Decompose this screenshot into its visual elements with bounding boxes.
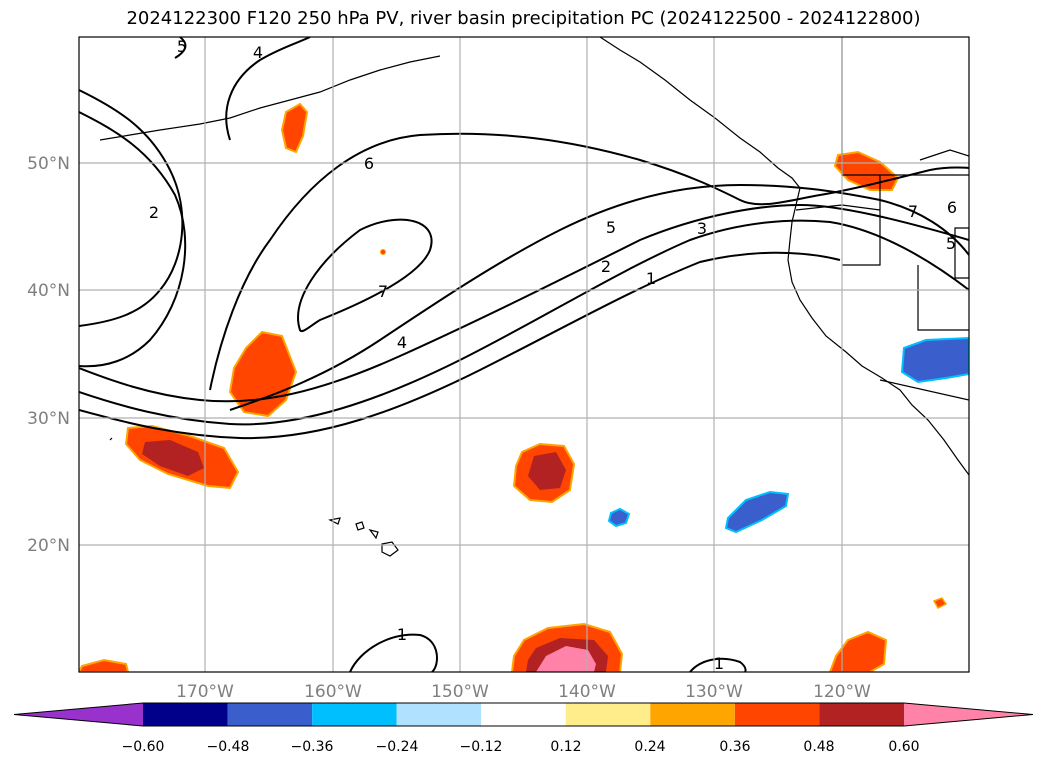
contour-label: 1 bbox=[646, 269, 656, 288]
contour-label: 5 bbox=[946, 234, 956, 253]
map-title: 2024122300 F120 250 hPa PV, river basin … bbox=[126, 8, 921, 29]
lon-label: 130°W bbox=[685, 682, 743, 702]
contour-label: 1 bbox=[714, 654, 724, 673]
colorbar-segment bbox=[312, 703, 397, 726]
contour-label: 4 bbox=[397, 333, 407, 352]
colorbar-tick-label: 0.36 bbox=[719, 739, 750, 755]
contour-label: 2 bbox=[149, 203, 159, 222]
colorbar-segment bbox=[650, 703, 735, 726]
colorbar-segments bbox=[13, 702, 1034, 727]
contour-label: 6 bbox=[947, 198, 957, 217]
colorbar-tick-label: −0.36 bbox=[291, 739, 334, 755]
contour-label: 6 bbox=[364, 154, 374, 173]
colorbar-tick-label: 0.12 bbox=[550, 739, 581, 755]
colorbar-segment bbox=[734, 703, 820, 726]
colorbar-tick-label: −0.48 bbox=[207, 739, 250, 755]
colorbar-tick-label: 0.60 bbox=[888, 739, 919, 755]
colorbar-segment bbox=[819, 703, 904, 726]
contour-label: 3 bbox=[697, 219, 707, 238]
lat-label: 30°N bbox=[27, 409, 70, 429]
contour-label: 5 bbox=[177, 37, 187, 56]
colorbar-extend-high bbox=[904, 703, 1033, 726]
colorbar-tick-label: −0.24 bbox=[376, 739, 419, 755]
lat-label: 20°N bbox=[27, 536, 70, 556]
contour-label: 5 bbox=[606, 218, 616, 237]
precip-positive-areas bbox=[79, 102, 948, 672]
colorbar-outline bbox=[13, 702, 1034, 727]
colorbar-segment bbox=[396, 703, 482, 726]
contour-label: 7 bbox=[378, 282, 388, 301]
lat-label: 50°N bbox=[27, 154, 70, 174]
map-frame bbox=[78, 36, 970, 673]
lon-label: 120°W bbox=[813, 682, 871, 702]
pv-contours bbox=[79, 37, 969, 672]
lon-label: 170°W bbox=[176, 682, 234, 702]
colorbar-tick-label: 0.24 bbox=[634, 739, 665, 755]
map-panel: 5 4 6 2 7 4 5 3 2 1 1 1 7 6 5 bbox=[79, 37, 969, 673]
precip-negative-areas bbox=[607, 336, 969, 534]
latitude-labels: 50°N 40°N 30°N 20°N bbox=[27, 154, 70, 556]
contour-label: 7 bbox=[908, 202, 918, 221]
graticule bbox=[79, 37, 969, 672]
colorbar-tick-label: −0.12 bbox=[460, 739, 503, 755]
lat-label: 40°N bbox=[27, 281, 70, 301]
longitude-labels: 170°W 160°W 150°W 140°W 130°W 120°W bbox=[176, 682, 871, 702]
lon-label: 160°W bbox=[304, 682, 362, 702]
contour-labels: 5 4 6 2 7 4 5 3 2 1 1 1 7 6 5 bbox=[149, 37, 957, 673]
colorbar-segment bbox=[565, 703, 651, 726]
colorbar-extend-low bbox=[14, 703, 143, 726]
colorbar: −0.60 −0.48 −0.36 −0.24 −0.12 0.12 0.24 … bbox=[13, 702, 1034, 755]
lon-label: 150°W bbox=[431, 682, 489, 702]
contour-label: 4 bbox=[253, 43, 263, 62]
contour-label: 1 bbox=[397, 625, 407, 644]
lon-label: 140°W bbox=[558, 682, 616, 702]
colorbar-segment bbox=[481, 703, 566, 726]
colorbar-tick-label: 0.48 bbox=[803, 739, 834, 755]
colorbar-tick-labels: −0.60 −0.48 −0.36 −0.24 −0.12 0.12 0.24 … bbox=[122, 739, 920, 755]
contour-label: 2 bbox=[601, 257, 611, 276]
colorbar-segment bbox=[227, 703, 313, 726]
colorbar-tick-label: −0.60 bbox=[122, 739, 165, 755]
colorbar-segment bbox=[143, 703, 228, 726]
